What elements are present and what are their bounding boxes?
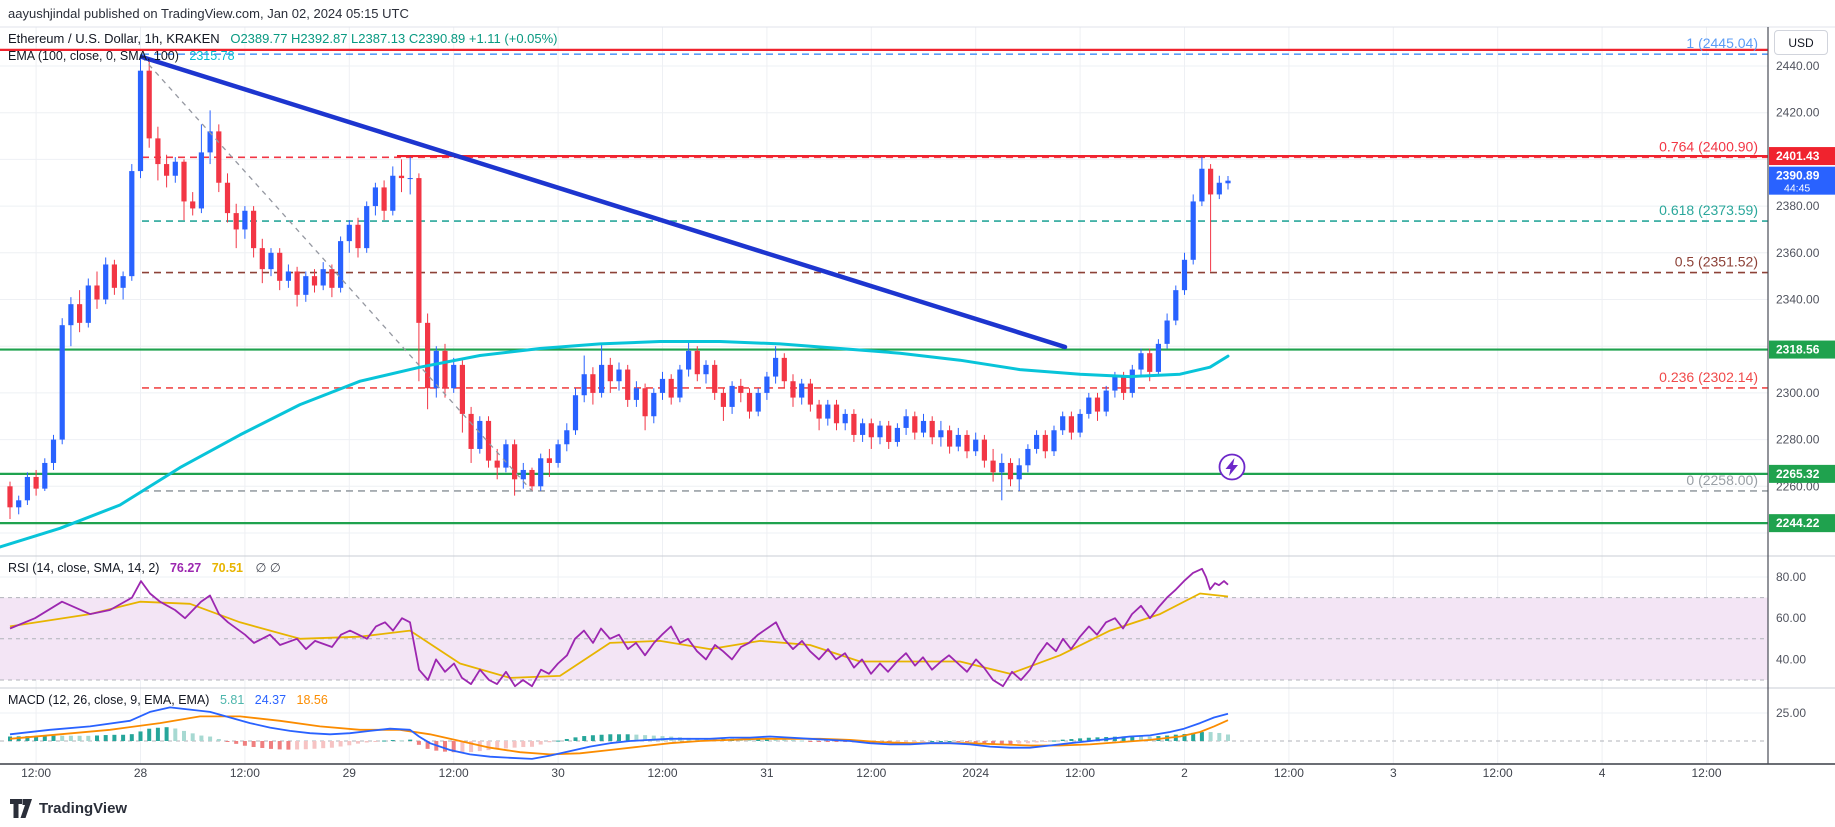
candlestick-series <box>7 54 1231 519</box>
symbol-legend[interactable]: Ethereum / U.S. Dollar, 1h, KRAKEN O2389… <box>8 31 558 46</box>
support-lines[interactable] <box>0 348 1768 525</box>
price-label-text: 2244.22 <box>1776 516 1820 530</box>
macd-signal-value: 18.56 <box>296 693 328 707</box>
rsi-empty-set-icons: ∅ ∅ <box>255 561 281 575</box>
ema-label: EMA (100, close, 0, SMA, 100) <box>8 49 179 63</box>
time-tick: 2 <box>1181 766 1188 780</box>
tradingview-logo-text: TradingView <box>39 800 128 817</box>
time-tick: 12:00 <box>1483 766 1513 780</box>
time-tick: 29 <box>343 766 357 780</box>
time-tick: 28 <box>134 766 148 780</box>
time-tick: 12:00 <box>21 766 51 780</box>
symbol-title: Ethereum / U.S. Dollar, 1h, KRAKEN <box>8 31 220 46</box>
time-tick: 12:00 <box>1065 766 1095 780</box>
publish-byline: aayushjindal published on TradingView.co… <box>8 6 409 21</box>
currency-selector[interactable]: USD <box>1774 30 1828 55</box>
macd-label: MACD (12, 26, close, 9, EMA, EMA) <box>8 693 210 707</box>
ohlc-values: O2389.77 H2392.87 L2387.13 C2390.89 +1.1… <box>230 31 558 46</box>
time-tick: 12:00 <box>647 766 677 780</box>
macd-value: 24.37 <box>254 693 287 707</box>
ema-100-line[interactable] <box>0 340 1230 549</box>
time-tick: 30 <box>551 766 565 780</box>
macd-histogram <box>8 727 1230 753</box>
price-tick: 2440.00 <box>1776 59 1820 73</box>
time-tick: 12:00 <box>439 766 469 780</box>
flash-event-badge[interactable] <box>1218 453 1246 481</box>
macd-hist-value: 5.81 <box>219 693 245 707</box>
pane-borders <box>0 26 1835 765</box>
rsi-value: 76.27 <box>169 561 202 575</box>
countdown-text: 44:45 <box>1784 183 1810 195</box>
time-scale[interactable] <box>0 764 1768 794</box>
price-pane[interactable] <box>0 27 1768 556</box>
rsi-pane[interactable] <box>0 556 1768 688</box>
price-scale[interactable] <box>1768 27 1835 764</box>
fib-level-labels: 1 (2445.04) 0.764 (2400.90) 0.618 (2373.59… <box>1659 35 1758 488</box>
fib-label: 0.5 (2351.52) <box>1675 254 1758 270</box>
time-tick: 12:00 <box>1691 766 1721 780</box>
fib-retracement-lines[interactable] <box>142 53 1768 492</box>
rsi-tick: 40.00 <box>1776 652 1806 666</box>
price-label-text: 2318.56 <box>1776 343 1820 357</box>
price-axis[interactable]: 2440.00 2420.00 2380.00 2360.00 2340.00 2300.… <box>1776 59 1820 493</box>
macd-line[interactable] <box>9 706 1229 760</box>
tradingview-logo-icon <box>10 799 32 818</box>
ema-value: 2315.78 <box>189 49 235 63</box>
price-tick: 2420.00 <box>1776 106 1820 120</box>
fib-label: 0.618 (2373.59) <box>1659 202 1758 218</box>
rsi-label: RSI (14, close, SMA, 14, 2) <box>8 561 160 575</box>
indicator-axes[interactable]: 80.00 60.00 40.00 25.00 <box>1776 570 1806 720</box>
time-tick: 12:00 <box>856 766 886 780</box>
rsi-tick: 60.00 <box>1776 611 1806 625</box>
price-tick: 2300.00 <box>1776 386 1820 400</box>
time-tick: 12:00 <box>1274 766 1304 780</box>
time-tick: 3 <box>1390 766 1397 780</box>
fib-label: 0 (2258.00) <box>1686 472 1758 488</box>
price-tick: 2360.00 <box>1776 246 1820 260</box>
fib-diagonal-line[interactable] <box>141 56 533 492</box>
rsi-tick: 80.00 <box>1776 570 1806 584</box>
fib-label: 1 (2445.04) <box>1686 35 1758 51</box>
price-label-text: 2401.43 <box>1776 149 1820 163</box>
time-tick: 31 <box>760 766 774 780</box>
rsi-sma-value: 70.51 <box>211 561 243 575</box>
time-tick: 2024 <box>962 766 989 780</box>
fib-label: 0.764 (2400.90) <box>1659 138 1758 154</box>
price-tick: 2380.00 <box>1776 199 1820 213</box>
macd-legend[interactable]: MACD (12, 26, close, 9, EMA, EMA) 5.81 2… <box>8 693 328 707</box>
tradingview-logo[interactable]: TradingView <box>10 799 127 818</box>
resistance-lines[interactable] <box>0 48 1768 158</box>
time-axis[interactable]: 12:00 28 12:00 29 12:00 30 12:00 31 12:00 2024 12:… <box>21 766 1722 780</box>
price-tick: 2280.00 <box>1776 433 1820 447</box>
ema-legend[interactable]: EMA (100, close, 0, SMA, 100) 2315.78 <box>8 49 235 63</box>
fib-label: 0.236 (2302.14) <box>1659 369 1758 385</box>
descending-trendline[interactable] <box>139 54 1068 350</box>
macd-tick: 25.00 <box>1776 706 1806 720</box>
price-axis-labels: 2401.43 2390.8944:45 2318.56 2265.32 2244.22 <box>1769 147 1835 533</box>
price-tick: 2340.00 <box>1776 293 1820 307</box>
rsi-legend[interactable]: RSI (14, close, SMA, 14, 2) 76.27 70.51 … <box>8 560 281 575</box>
time-tick: 12:00 <box>230 766 260 780</box>
rsi-line[interactable] <box>9 567 1229 688</box>
price-label-text: 2390.89 <box>1776 169 1820 183</box>
rsi-sma-line[interactable] <box>9 592 1229 679</box>
time-tick: 4 <box>1599 766 1606 780</box>
macd-signal-line[interactable] <box>9 715 1229 756</box>
price-label-text: 2265.32 <box>1776 467 1820 481</box>
